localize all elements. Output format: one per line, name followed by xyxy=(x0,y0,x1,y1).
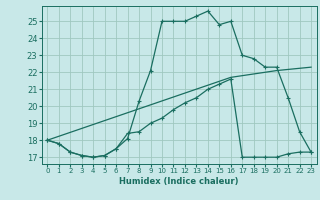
X-axis label: Humidex (Indice chaleur): Humidex (Indice chaleur) xyxy=(119,177,239,186)
